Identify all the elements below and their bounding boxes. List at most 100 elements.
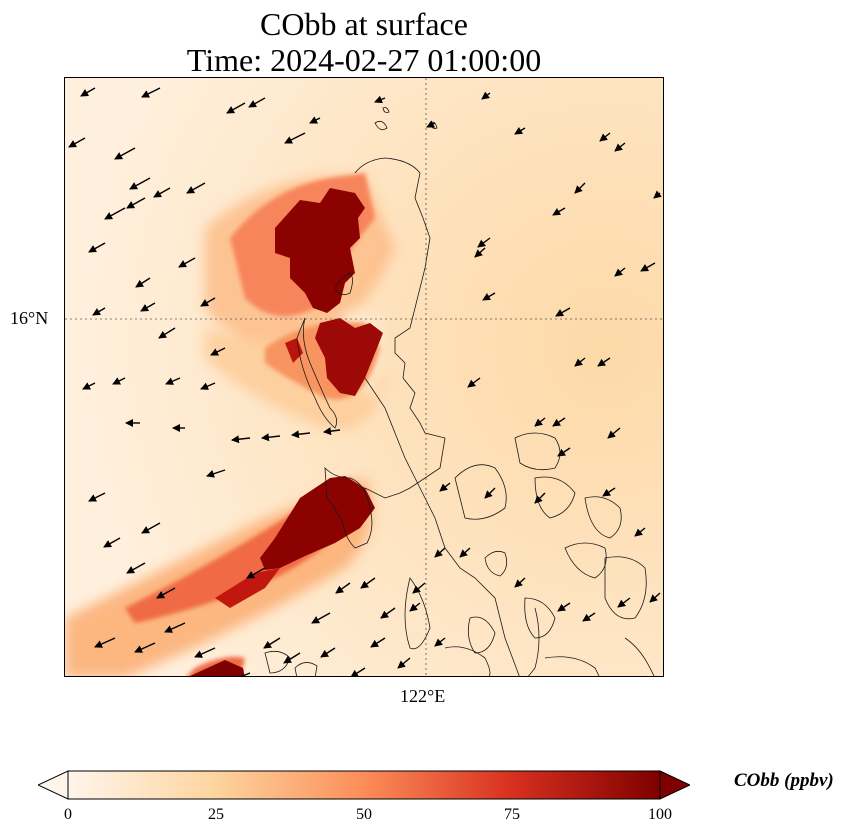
wind-vector <box>141 522 161 534</box>
colorbar-tick-75: 75 <box>504 806 520 823</box>
wind-vector <box>200 382 216 390</box>
south-west-plume-core <box>190 660 245 676</box>
wind-vector <box>114 147 136 160</box>
wind-vector <box>210 347 226 356</box>
colorbar-extend-low <box>36 770 69 800</box>
wind-vector <box>135 277 151 288</box>
wind-vector <box>320 647 336 658</box>
wind-vector <box>88 492 106 502</box>
wind-vector <box>481 91 491 100</box>
lat-tick-label: 16°N <box>10 308 49 328</box>
wind-vector <box>126 562 146 574</box>
wind-vector <box>165 377 181 385</box>
wind-vector <box>112 377 126 385</box>
wind-vector <box>229 672 251 676</box>
coastline <box>264 107 655 676</box>
wind-vector <box>153 187 171 198</box>
colorbar-extend-high <box>659 770 692 800</box>
wind-vector <box>194 647 216 658</box>
wind-vector <box>231 435 251 444</box>
wind-vector <box>614 267 626 277</box>
wind-vector <box>439 482 451 492</box>
plume-cores <box>190 188 383 676</box>
wind-vector <box>599 132 611 142</box>
wind-vector <box>200 297 216 307</box>
wind-vector <box>68 137 86 148</box>
wind-vector <box>141 87 161 98</box>
colorbar-label: CObb (ppbv) <box>734 770 834 791</box>
wind-vector <box>164 622 186 633</box>
wind-vector <box>335 582 351 594</box>
colorbar-tick-100: 100 <box>648 806 672 823</box>
wind-vector <box>474 247 486 258</box>
colorbar-tick-50: 50 <box>356 806 372 823</box>
wind-vector <box>291 430 311 439</box>
wind-vector <box>484 487 496 499</box>
wind-vector <box>283 652 301 664</box>
colorbar <box>36 770 692 807</box>
wind-vectors <box>68 87 662 676</box>
wind-vector <box>248 97 266 108</box>
wind-vector <box>557 602 571 612</box>
map-canvas <box>65 78 663 676</box>
wind-vector <box>94 637 116 648</box>
wind-vector <box>409 602 421 612</box>
lon-tick-label: 122°E <box>400 686 446 706</box>
map-title-line-1: CObb at surface <box>260 6 468 42</box>
wind-vector <box>649 592 661 603</box>
wind-vector <box>514 577 526 588</box>
wind-vector <box>597 357 611 367</box>
wind-vector <box>634 527 646 537</box>
wind-vector <box>477 237 491 248</box>
wind-vector <box>309 116 321 124</box>
wind-vector <box>426 120 436 128</box>
wind-vector <box>82 382 96 390</box>
wind-vector <box>653 190 662 199</box>
wind-vector <box>323 427 341 436</box>
wind-vector <box>140 302 156 312</box>
wind-vector <box>552 207 566 216</box>
colorbar-tick-25: 25 <box>208 806 224 823</box>
wind-vector <box>555 307 571 317</box>
northern-plume-core <box>275 188 365 313</box>
wind-vector <box>186 182 206 194</box>
colorbar-gradient <box>67 770 661 800</box>
wind-vector <box>482 292 496 301</box>
wind-vector <box>412 582 426 594</box>
wind-vector <box>370 637 386 648</box>
wind-vector <box>607 427 621 439</box>
wind-vector <box>534 417 546 427</box>
wind-vector <box>374 95 386 104</box>
wind-vector <box>459 547 471 558</box>
map-title-line-2: Time: 2024-02-27 01:00:00 <box>186 42 542 78</box>
wind-vector <box>80 87 96 97</box>
wind-vector <box>311 612 331 624</box>
wind-vector <box>103 537 121 548</box>
wind-vector <box>206 469 226 478</box>
wind-vector <box>397 657 411 669</box>
wind-vector <box>467 377 481 388</box>
wind-vector <box>246 567 266 579</box>
central-plume-core <box>315 318 383 396</box>
wind-vector <box>380 607 396 619</box>
wind-vector <box>574 357 586 367</box>
wind-vector <box>360 577 376 589</box>
map-panel <box>64 77 664 677</box>
wind-vector <box>614 142 626 152</box>
wind-vector <box>640 262 656 272</box>
wind-vector <box>434 547 446 558</box>
wind-vector <box>158 327 176 339</box>
wind-vector <box>92 307 106 316</box>
wind-vector <box>557 447 571 457</box>
wind-vector <box>134 642 156 653</box>
wind-vector <box>617 597 631 608</box>
gridlines <box>65 78 663 676</box>
wind-vector <box>178 257 196 268</box>
wind-vector <box>534 492 546 504</box>
wind-vector <box>350 667 366 676</box>
wind-vector <box>514 126 526 135</box>
wind-vector <box>582 612 596 622</box>
wind-vector <box>156 587 176 599</box>
wind-vector <box>126 197 146 209</box>
southern-plume-core <box>260 476 375 570</box>
